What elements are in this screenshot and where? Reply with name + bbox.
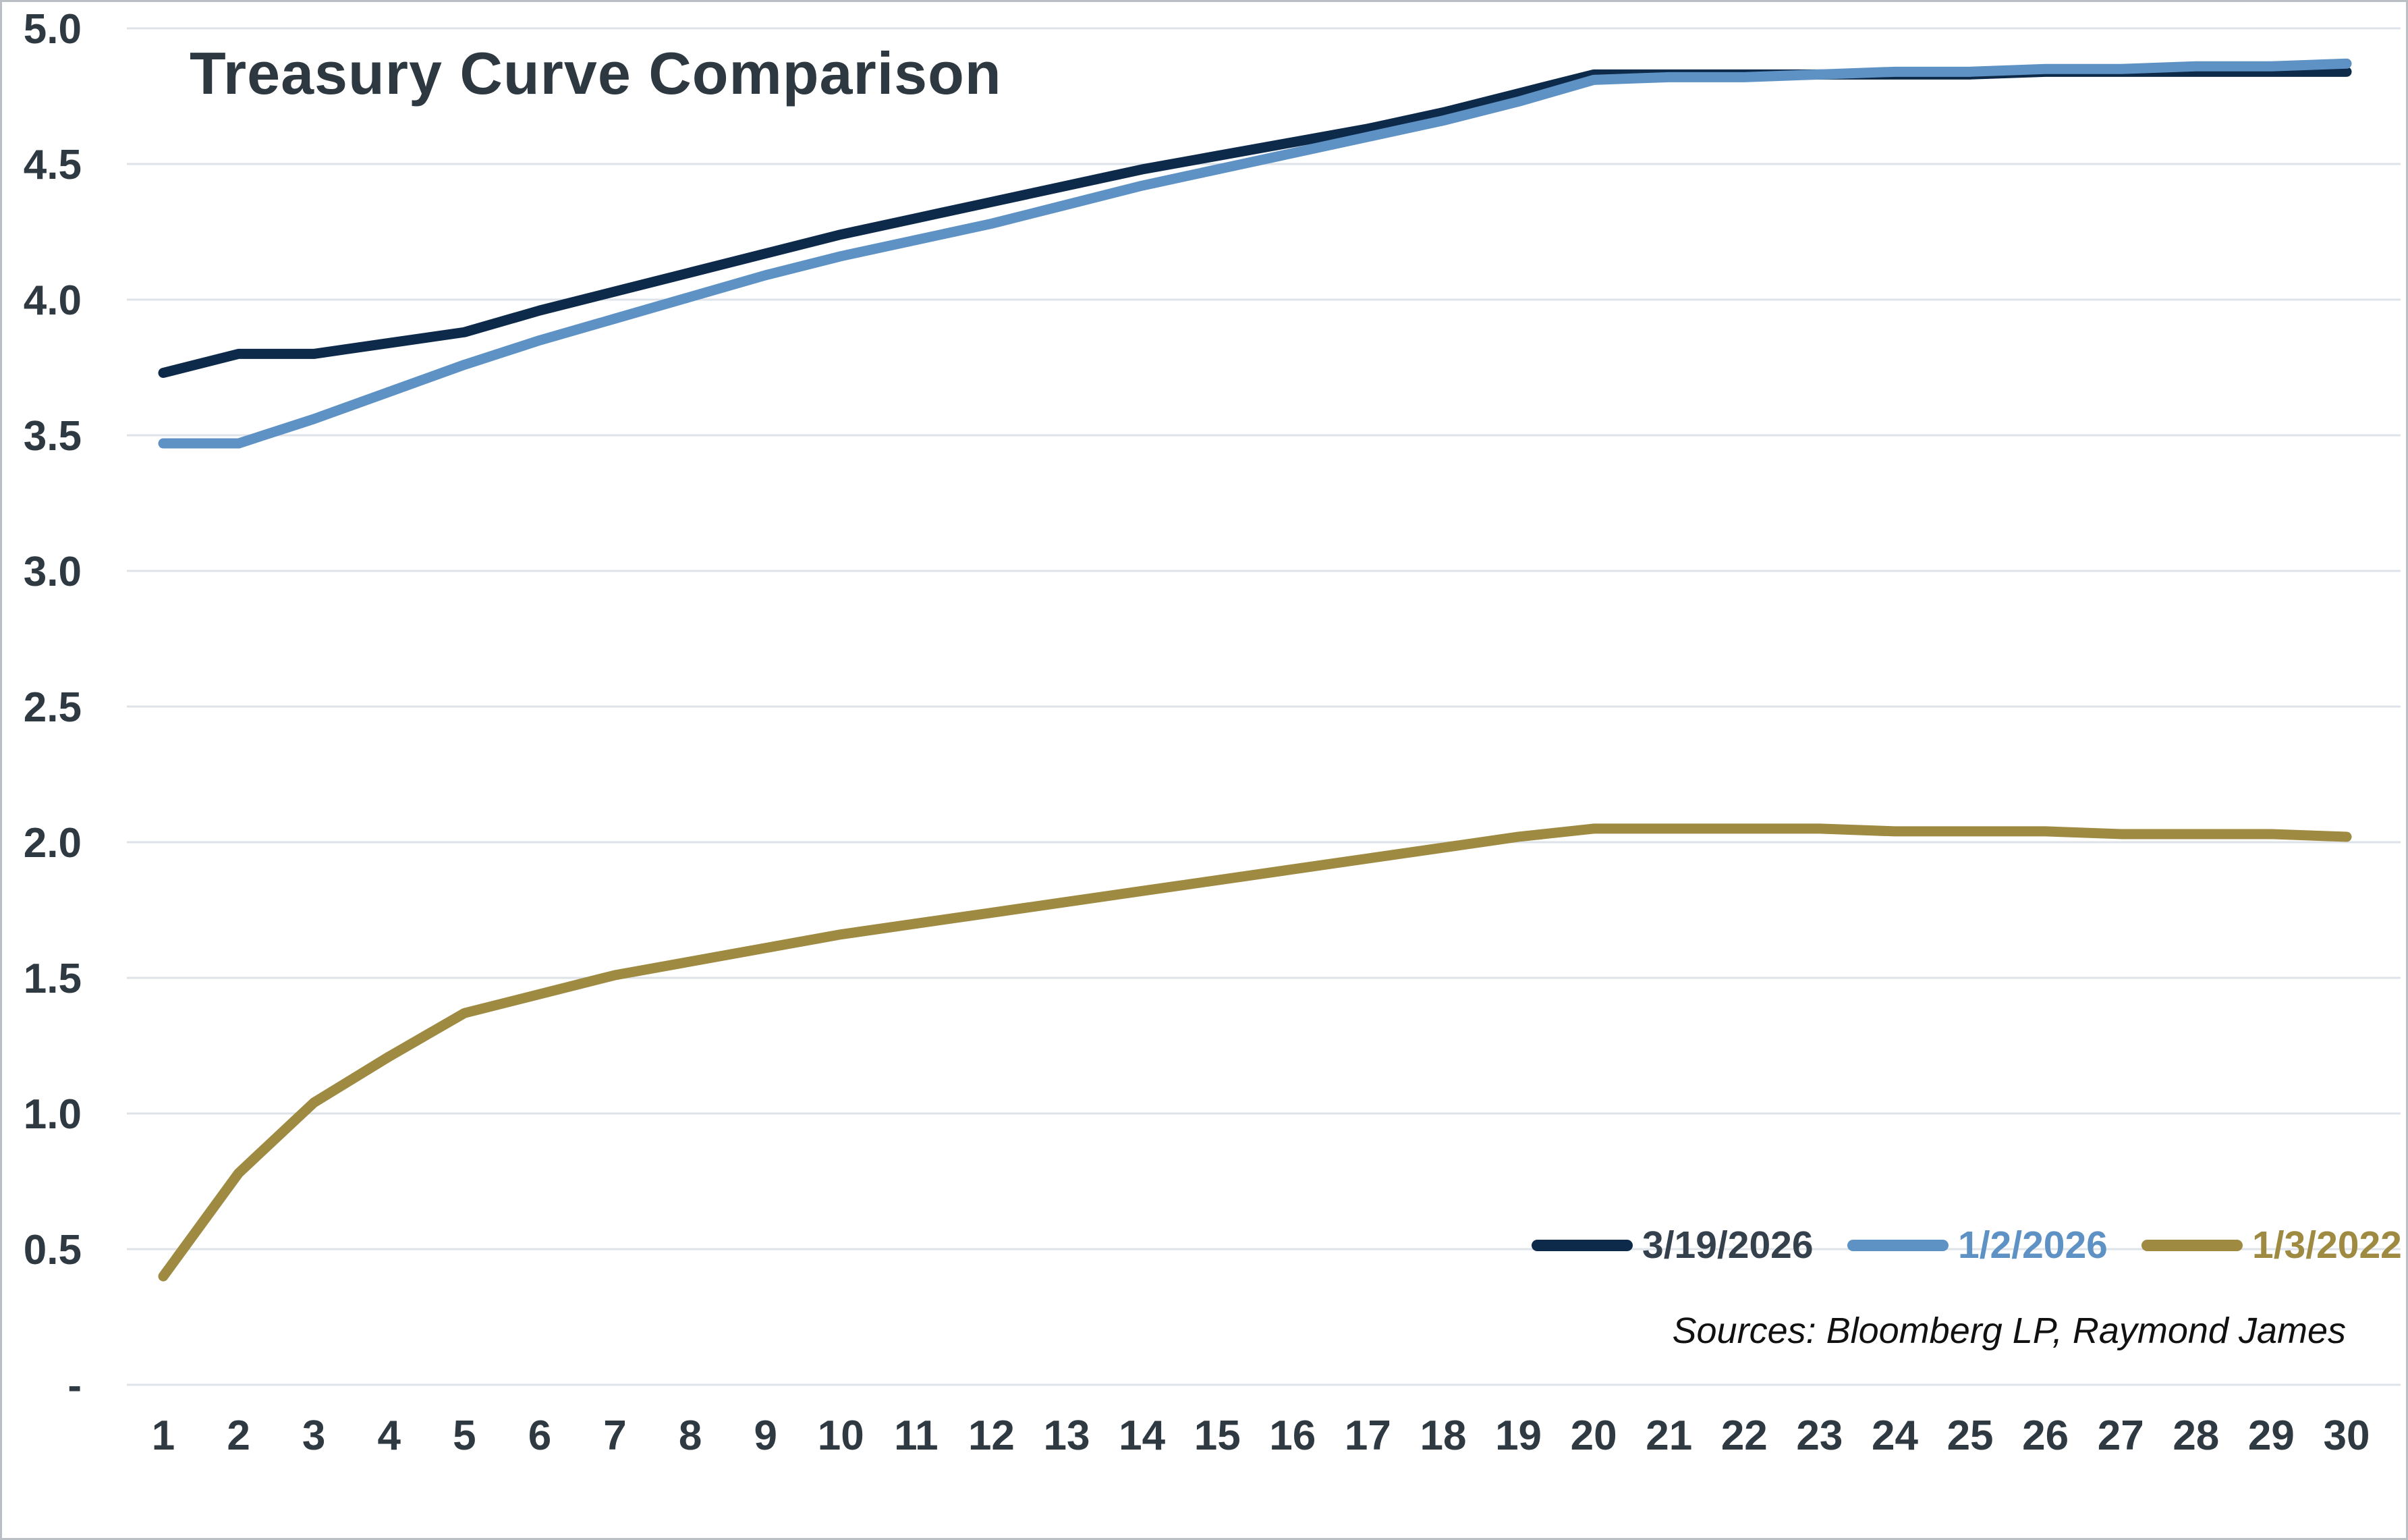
x-axis-label: 10 bbox=[818, 1412, 864, 1459]
x-axis-label: 4 bbox=[378, 1412, 401, 1459]
x-axis-label: 23 bbox=[1796, 1412, 1843, 1459]
sources-note: Sources: Bloomberg LP, Raymond James bbox=[1672, 1311, 2347, 1351]
y-axis-label: 1.5 bbox=[24, 956, 82, 1002]
series-line-1-3-2022 bbox=[158, 823, 2352, 1282]
y-axis-label: 2.5 bbox=[24, 684, 82, 731]
y-axis-label: - bbox=[67, 1363, 82, 1409]
x-axis-label: 11 bbox=[894, 1412, 939, 1459]
x-axis-label: 15 bbox=[1194, 1412, 1241, 1459]
y-axis-label: 5.0 bbox=[24, 6, 82, 53]
x-axis-label: 27 bbox=[2098, 1412, 2144, 1459]
y-axis-label: 1.0 bbox=[24, 1091, 82, 1138]
x-axis-label: 13 bbox=[1044, 1412, 1090, 1459]
x-axis-label: 29 bbox=[2248, 1412, 2295, 1459]
x-axis-label: 5 bbox=[453, 1412, 476, 1459]
x-axis-label: 2 bbox=[227, 1412, 250, 1459]
x-axis-label: 16 bbox=[1269, 1412, 1316, 1459]
x-axis-label: 12 bbox=[968, 1412, 1015, 1459]
y-axis-label: 4.5 bbox=[24, 142, 82, 188]
y-axis-label: 3.0 bbox=[24, 549, 82, 595]
x-axis-label: 28 bbox=[2173, 1412, 2219, 1459]
x-axis-label: 7 bbox=[603, 1412, 626, 1459]
chart-title: Treasury Curve Comparison bbox=[190, 40, 1002, 107]
x-axis-label: 26 bbox=[2022, 1412, 2069, 1459]
x-axis-label: 3 bbox=[302, 1412, 325, 1459]
y-axis-label: 4.0 bbox=[24, 277, 82, 324]
x-axis-label: 14 bbox=[1119, 1412, 1165, 1459]
x-axis-label: 1 bbox=[152, 1412, 175, 1459]
series-line-1-2-2026 bbox=[158, 58, 2352, 449]
x-axis-label: 8 bbox=[679, 1412, 702, 1459]
x-axis-label: 18 bbox=[1420, 1412, 1466, 1459]
x-axis-label: 30 bbox=[2324, 1412, 2370, 1459]
y-axis-label: 0.5 bbox=[24, 1227, 82, 1273]
x-axis-label: 6 bbox=[528, 1412, 551, 1459]
x-axis-label: 25 bbox=[1947, 1412, 1994, 1459]
x-axis-label: 20 bbox=[1571, 1412, 1617, 1459]
x-axis-label: 22 bbox=[1721, 1412, 1768, 1459]
y-axis-label: 2.0 bbox=[24, 820, 82, 867]
x-axis-label: 9 bbox=[754, 1412, 777, 1459]
x-axis-label: 19 bbox=[1495, 1412, 1542, 1459]
y-axis-label: 3.5 bbox=[24, 413, 82, 460]
x-axis-label: 17 bbox=[1345, 1412, 1391, 1459]
x-axis-label: 24 bbox=[1872, 1412, 1918, 1459]
x-axis-label: 21 bbox=[1646, 1412, 1692, 1459]
series-line-3-19-2026 bbox=[158, 66, 2352, 379]
